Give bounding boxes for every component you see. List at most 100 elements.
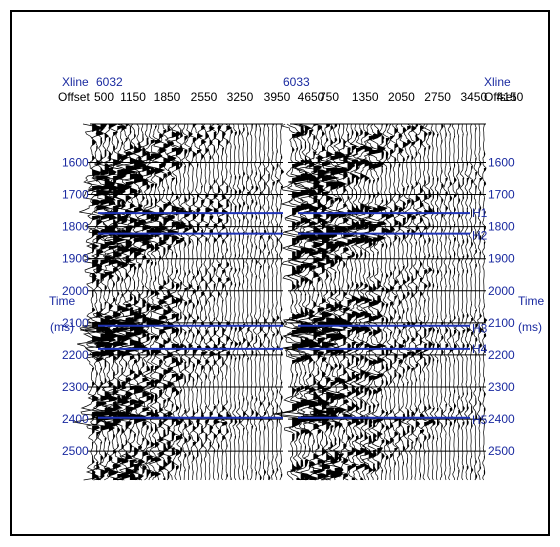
offset-label-right: Offset: [484, 90, 516, 104]
seismic-trace: [434, 123, 441, 481]
seismic-trace: [414, 123, 425, 481]
time-axis-unit-left: (ms): [50, 320, 74, 334]
horizon-label: H2: [472, 229, 488, 243]
trace-fill: [129, 126, 144, 480]
trace-fill: [445, 132, 449, 480]
trace-fill: [432, 132, 436, 480]
time-tick-left: 2300: [62, 380, 89, 394]
trace-fill: [142, 134, 152, 474]
seismic-trace: [404, 123, 417, 481]
trace-fill: [188, 132, 193, 470]
trace-fill: [205, 132, 213, 458]
horizon-label: H3: [472, 322, 488, 336]
trace-fill: [385, 124, 393, 474]
time-tick-left: 2200: [62, 348, 89, 362]
seismic-trace: [252, 123, 259, 481]
trace-fill: [394, 128, 399, 466]
offset-label: 500: [94, 90, 114, 104]
time-tick-right: 2100: [488, 316, 515, 330]
time-tick-right: 2300: [488, 380, 515, 394]
trace-fill: [356, 132, 365, 480]
trace-fill: [238, 130, 242, 480]
offset-label: 3250: [227, 90, 254, 104]
offset-label: 2750: [424, 90, 451, 104]
trace-fill: [402, 128, 408, 466]
trace-fill: [197, 134, 203, 470]
trace-fill: [300, 126, 323, 480]
trace-fill: [247, 132, 251, 480]
seismic-trace: [300, 123, 339, 481]
seismic-traces: [73, 123, 488, 481]
horizon-lines: H1 H2 H3 H4 H5: [98, 206, 488, 427]
trace-fill: [462, 134, 466, 470]
trace-fill: [326, 124, 342, 476]
seismic-trace: [269, 123, 276, 481]
trace-fill: [347, 134, 357, 480]
seismic-trace: [142, 123, 167, 481]
trace-fill: [268, 130, 271, 480]
time-tick-left: 2500: [62, 444, 89, 458]
seismic-trace: [454, 123, 461, 481]
time-tick-right: 2500: [488, 444, 515, 458]
time-axis-unit-right: (ms): [518, 320, 542, 334]
trace-fill: [377, 130, 387, 480]
seismic-trace: [481, 123, 488, 481]
trace-fill: [243, 128, 246, 480]
trace-fill: [108, 124, 123, 476]
time-tick-right: 1700: [488, 188, 515, 202]
seismic-trace: [459, 123, 466, 481]
trace-fill: [398, 134, 405, 458]
horizon-label: H5: [472, 413, 488, 427]
seismic-trace: [212, 123, 224, 481]
time-tick-right: 2000: [488, 284, 515, 298]
offset-label: 750: [319, 90, 339, 104]
seismic-trace: [438, 123, 445, 481]
trace-fill: [125, 124, 144, 476]
time-tick-right: 1800: [488, 220, 515, 234]
trace-fill: [351, 130, 364, 480]
trace-fill: [483, 124, 487, 476]
horizon-label: H4: [472, 342, 488, 356]
time-tick-right: 2400: [488, 412, 515, 426]
seismic-trace: [381, 123, 394, 481]
trace-fill: [259, 128, 263, 480]
offset-label: 1350: [352, 90, 379, 104]
seismic-trace: [244, 123, 251, 481]
seismic-trace: [278, 123, 285, 481]
xline-value-right: 6033: [283, 75, 310, 89]
trace-fill: [218, 126, 223, 478]
xline-label-right: Xline: [484, 75, 511, 89]
time-tick-right: 1600: [488, 155, 515, 169]
trace-fill: [454, 136, 457, 480]
trace-fill: [251, 124, 254, 474]
trace-fill: [407, 126, 412, 464]
seismic-trace: [124, 123, 154, 481]
trace-fill: [264, 124, 267, 476]
seismic-trace: [114, 123, 145, 481]
seismic-trace: [195, 123, 209, 481]
trace-fill: [411, 126, 417, 478]
trace-fill: [458, 124, 461, 474]
trace-fill: [471, 124, 474, 474]
seismic-trace: [218, 123, 233, 481]
offset-label: 1150: [120, 90, 146, 104]
seismic-trace: [429, 123, 436, 481]
seismic-trace: [450, 123, 458, 481]
seismic-trace: [265, 123, 271, 481]
trace-fill: [437, 134, 441, 440]
time-tick-right: 2200: [488, 348, 515, 362]
time-tick-left: 1800: [62, 220, 89, 234]
trace-fill: [180, 130, 186, 470]
time-tick-right: 1900: [488, 252, 515, 266]
trace-fill: [276, 150, 280, 472]
xline-label-left: Xline: [62, 75, 89, 89]
offset-label: 4650: [298, 90, 325, 104]
seismic-trace: [227, 123, 234, 481]
seismic-trace: [260, 123, 267, 481]
trace-fill: [255, 124, 259, 476]
xline-value-left: 6032: [96, 75, 123, 89]
seismic-trace: [187, 123, 198, 480]
seismic-trace: [155, 123, 180, 481]
trace-fill: [466, 134, 470, 480]
time-tick-left: 2100: [62, 316, 89, 330]
